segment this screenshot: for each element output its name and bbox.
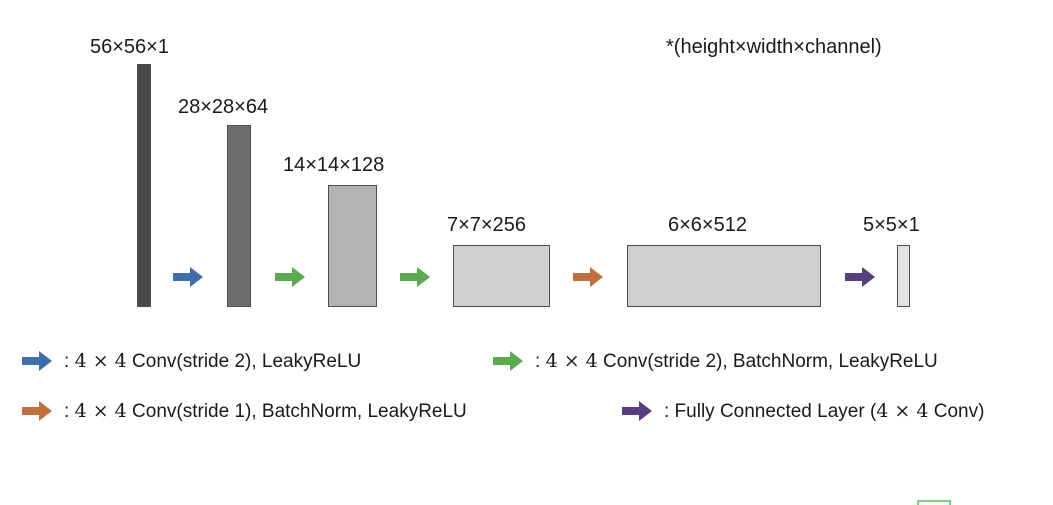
legend-item-green: : 4 × 4 Conv(stride 2), BatchNorm, Leaky… bbox=[493, 351, 938, 371]
layer-label-conv3: 7×7×256 bbox=[447, 214, 526, 236]
blue-arrow-icon bbox=[22, 351, 52, 371]
blue-arrow-icon bbox=[173, 267, 203, 287]
layer-block-output bbox=[897, 245, 910, 307]
green-arrow-icon bbox=[493, 351, 523, 371]
dimension-format-note: *(height×width×channel) bbox=[666, 36, 882, 58]
layer-block-conv4 bbox=[627, 245, 821, 307]
green-arrow-icon bbox=[400, 267, 430, 287]
purple-arrow-icon bbox=[622, 401, 652, 421]
layer-block-conv1 bbox=[227, 125, 251, 307]
layer-block-conv2 bbox=[328, 185, 377, 307]
layer-label-conv1: 28×28×64 bbox=[178, 96, 269, 118]
layer-block-input bbox=[137, 64, 151, 307]
layer-label-conv4: 6×6×512 bbox=[668, 214, 747, 236]
layer-label-conv2: 14×14×128 bbox=[283, 154, 385, 176]
legend-item-purple: : Fully Connected Layer (4 × 4 Conv) bbox=[622, 401, 984, 421]
legend-text: : 4 × 4 Conv(stride 1), BatchNorm, Leaky… bbox=[64, 399, 467, 422]
legend-text: : 4 × 4 Conv(stride 2), LeakyReLU bbox=[64, 349, 362, 372]
layer-label-output: 5×5×1 bbox=[863, 214, 920, 236]
legend-text: : 4 × 4 Conv(stride 2), BatchNorm, Leaky… bbox=[535, 349, 938, 372]
legend-item-orange: : 4 × 4 Conv(stride 1), BatchNorm, Leaky… bbox=[22, 401, 467, 421]
purple-arrow-icon bbox=[845, 267, 875, 287]
orange-arrow-icon bbox=[22, 401, 52, 421]
orange-arrow-icon bbox=[573, 267, 603, 287]
legend-text: : Fully Connected Layer (4 × 4 Conv) bbox=[664, 399, 985, 422]
corner-marker bbox=[917, 500, 951, 505]
green-arrow-icon bbox=[275, 267, 305, 287]
layer-label-input: 56×56×1 bbox=[90, 36, 169, 58]
layer-block-conv3 bbox=[453, 245, 550, 307]
legend-item-blue: : 4 × 4 Conv(stride 2), LeakyReLU bbox=[22, 351, 361, 371]
